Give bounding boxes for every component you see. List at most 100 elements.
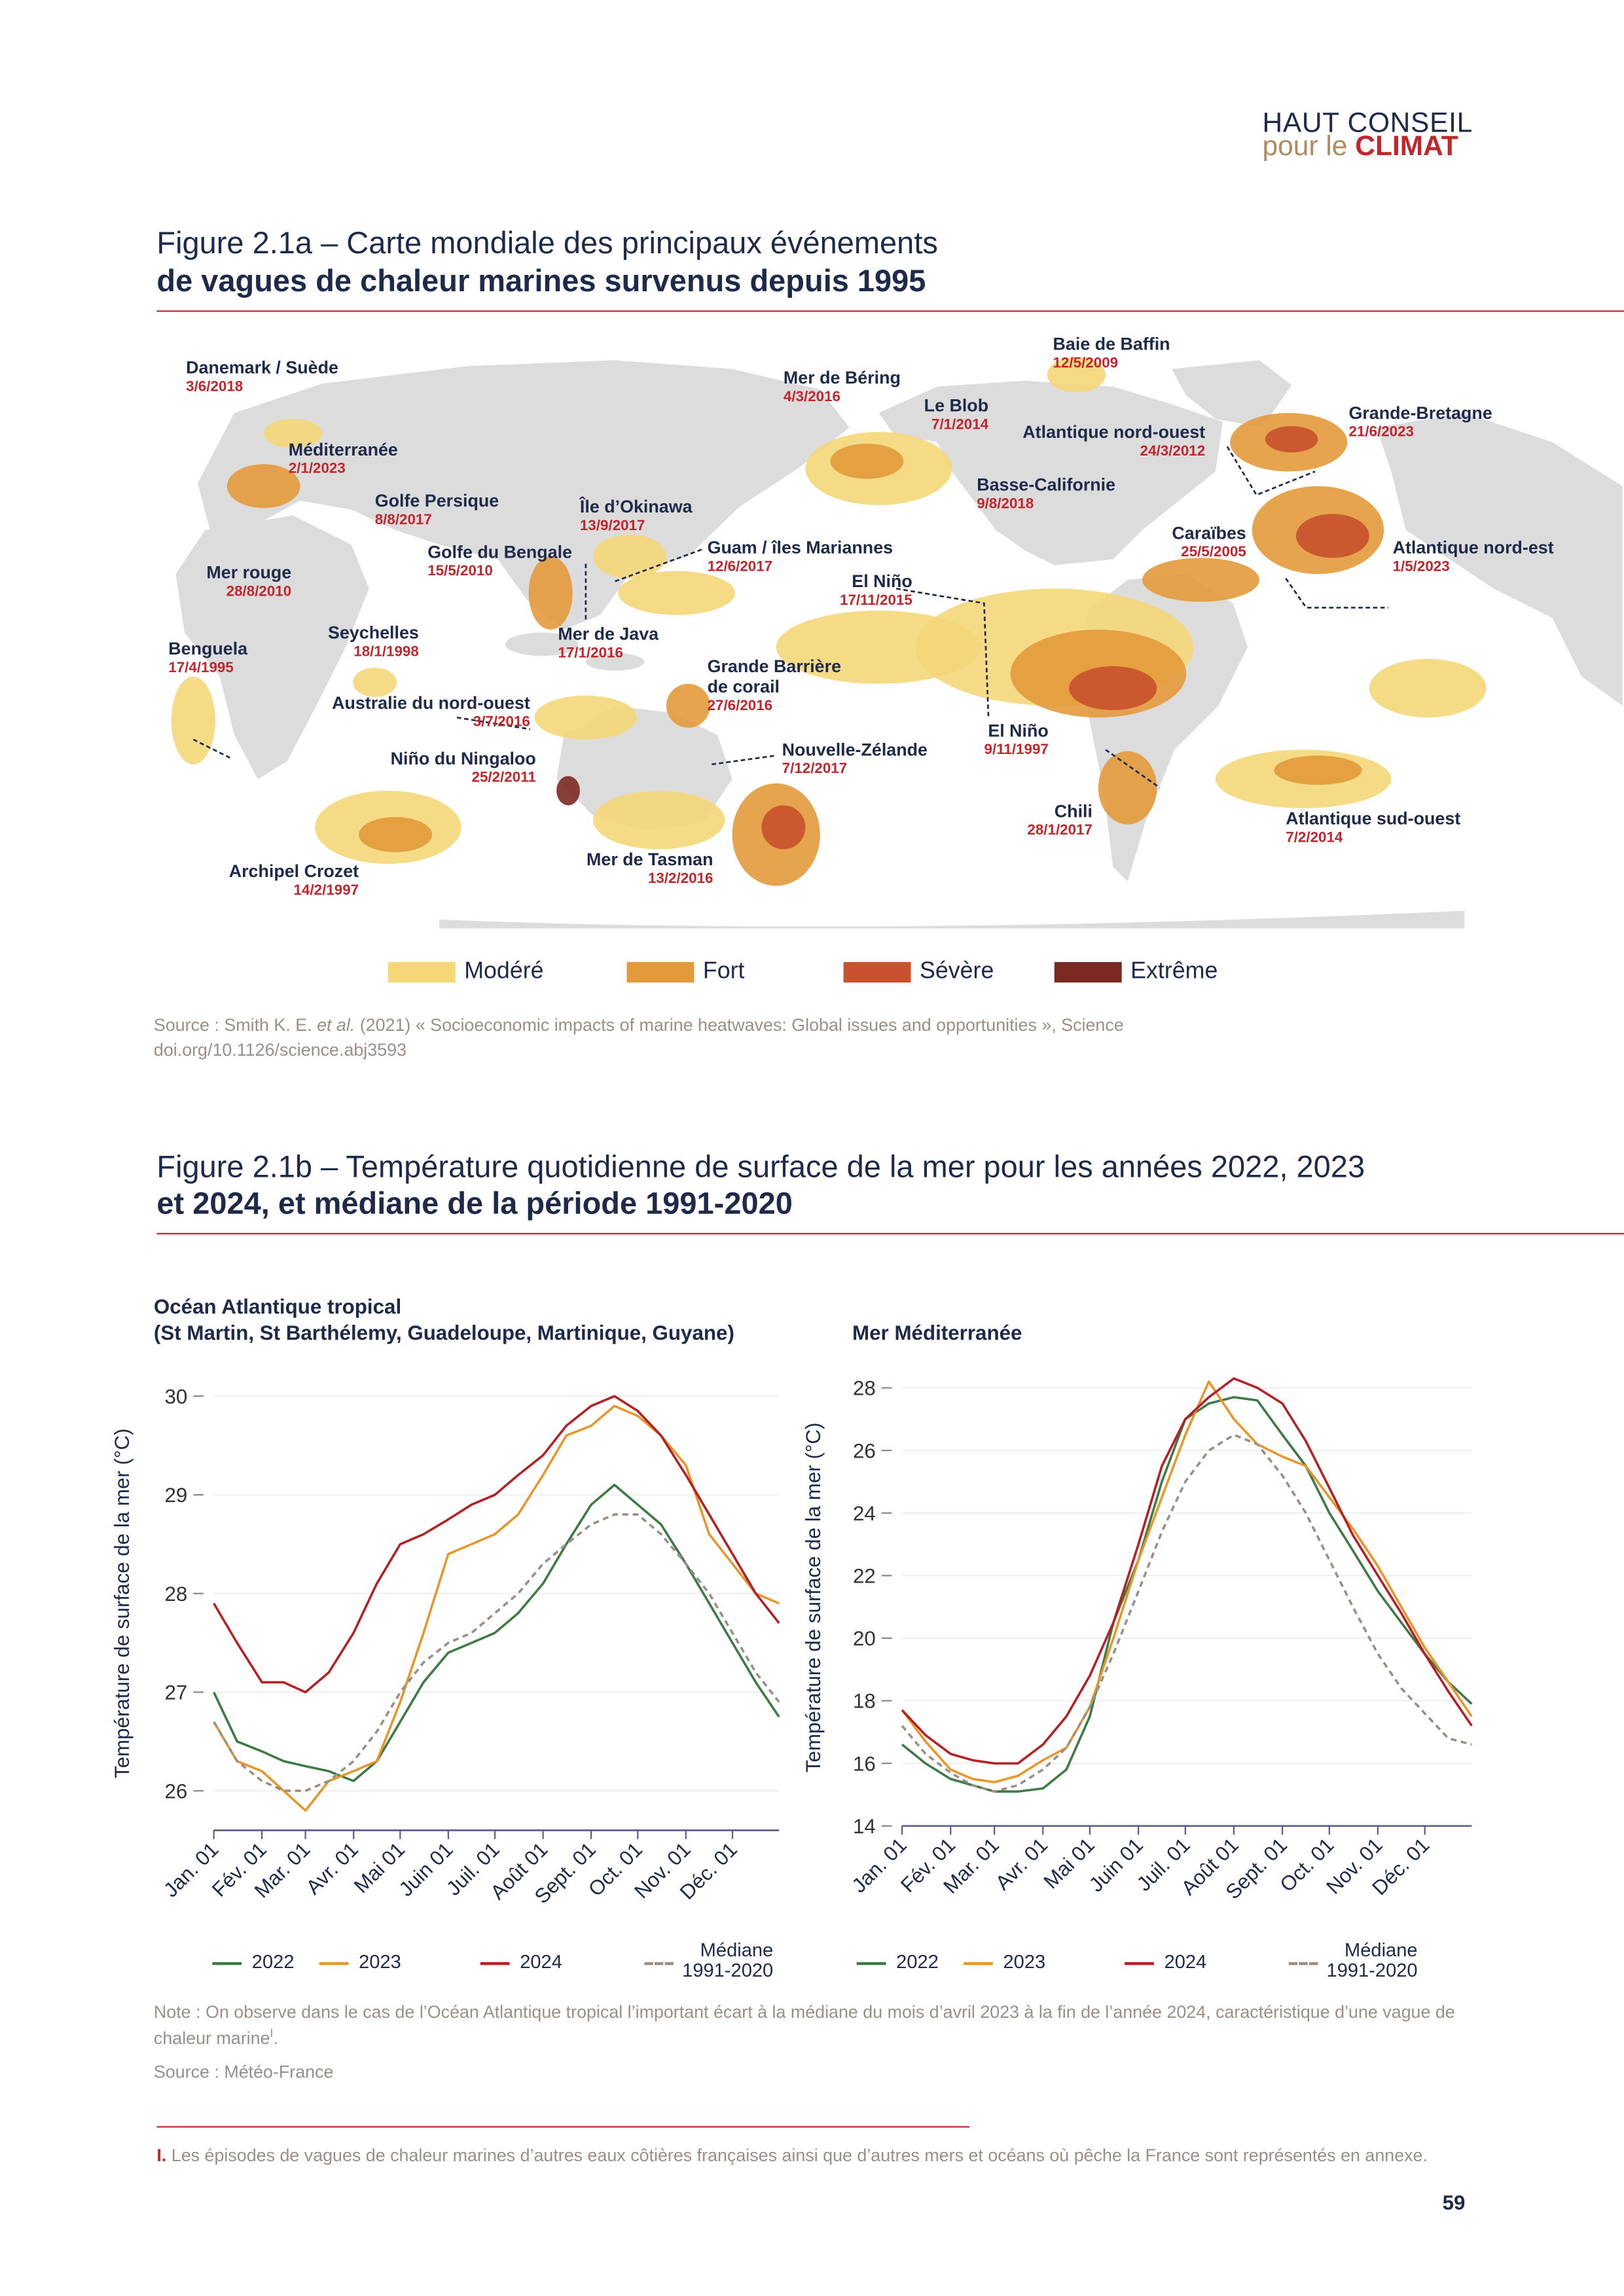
source-text: Source : Smith K. E. [153,1014,317,1035]
event-name: Golfe Persique [374,490,499,511]
event-name: Nouvelle-Zélande [782,739,928,761]
heat-area [1098,751,1157,825]
event-date: 12/5/2009 [1053,355,1119,372]
heat-area [666,683,711,728]
y-tick-label: 29 [165,1484,188,1507]
heat-area [359,817,432,853]
event-name: Le Blob [924,395,989,416]
legend-label: Médiane 1991-2020 [682,1939,774,1982]
event-date: 28/8/2010 [226,584,292,600]
legend-swatch [1054,961,1122,983]
y-tick-label: 28 [853,1377,876,1400]
land [175,360,1623,929]
event-label: Mer de Béring 4/3/2016 [783,368,901,406]
heat-areas [171,357,1487,886]
heat-area [171,676,215,764]
chart-title: Mer Méditerranée [852,1320,1022,1344]
figure-b-source: Source : Météo-France [153,2061,334,2083]
leader-line [456,716,531,730]
heat-area [618,571,736,615]
event-label: Mer de Tasman 13/2/2016 [586,849,713,888]
event-name: Archipel Crozet [228,861,359,882]
event-name: Guam / îles Mariannes [707,537,893,558]
y-tick-label: 30 [165,1385,188,1408]
event-label: Grande Barrière de corail 27/6/2016 [707,656,854,715]
heat-area [1142,558,1259,602]
event-date: 1/5/2023 [1392,559,1450,575]
event-name: Niño du Ningaloo [390,748,536,769]
event-date: 27/6/2016 [707,698,773,714]
y-tick-label: 27 [165,1681,188,1704]
event-label: Golfe Persique 8/8/2017 [374,490,499,529]
event-date: 2/1/2023 [288,461,346,477]
event-name: El Niño [852,571,912,592]
event-date: 4/3/2016 [783,389,841,406]
legend-label: Sévère [919,959,994,984]
title-rule [156,1232,1624,1234]
event-name: Atlantique nord-ouest [1022,422,1206,442]
event-date: 25/5/2005 [1181,544,1246,561]
y-tick-label: 26 [853,1439,876,1462]
event-name: Mer de Tasman [586,849,713,870]
legend-label: Extrême [1130,959,1218,984]
figure-a-title: Figure 2.1a – Carte mondiale des princip… [156,226,938,261]
legend-label: Médiane 1991-2020 [1326,1939,1418,1982]
land-eurasia [198,360,850,630]
event-date: 3/7/2016 [473,714,530,730]
figure-a-source: Source : Smith K. E. et al. (2021) « Soc… [154,1013,1471,1062]
y-axis-label: Température de surface de la mer (°C) [111,1428,134,1778]
event-label: Atlantique nord-est 1/5/2023 [1392,538,1554,576]
heat-area [830,443,904,479]
y-tick-label: 26 [165,1780,188,1803]
event-label: Archipel Crozet 14/2/1997 [228,861,359,900]
series-line [213,1395,780,1694]
x-tick-label: Jan. 01 [159,1838,223,1901]
event-label: Australie du nord-ouest 3/7/2016 [332,693,530,731]
title-rule [156,310,1624,312]
source-text: (2021) « Socioeconomic impacts of marine… [355,1014,1124,1035]
y-tick-label: 18 [853,1690,876,1713]
page-number: 59 [1442,2190,1466,2214]
heat-area [1295,514,1369,558]
land-europe-east [1376,412,1623,706]
chart-title: Océan Atlantique tropical (St Martin, St … [154,1293,734,1346]
header-line1: HAUT CONSEIL [1262,108,1473,139]
heat-area [1069,666,1157,711]
legend-swatch [1288,1962,1318,1965]
event-name: El Niño [988,720,1049,742]
legend-swatch [964,1962,993,1965]
series-line [213,1405,780,1812]
land-islands [585,653,645,671]
heat-area [263,418,323,448]
event-label: Chili 28/1/2017 [1027,801,1092,840]
land-islands [505,632,579,656]
event-label: Atlantique sud-ouest 7/2/2014 [1286,808,1460,847]
event-date: 7/12/2017 [782,761,848,778]
heat-area [534,695,638,740]
heat-area [593,791,725,850]
event-date: 17/1/2016 [558,645,623,662]
y-tick-label: 14 [853,1815,876,1838]
legend-label: 2022 [896,1950,939,1973]
event-date: 17/4/1995 [168,660,234,677]
event-label: Nouvelle-Zélande 7/12/2017 [782,739,928,778]
event-label: Île d’Okinawa 13/9/2017 [579,496,693,535]
series-line [901,1380,1473,1784]
x-tick-label: Avr. 01 [991,1833,1052,1894]
series-line [901,1395,1473,1793]
leader-line [1226,446,1316,496]
legend-label: 2023 [359,1950,401,1973]
event-name: Mer de Java [558,624,659,645]
event-name: Caraïbes [1172,522,1246,544]
event-name: Île d’Okinawa [579,496,693,517]
leader-line [895,588,990,718]
event-label: Atlantique nord-ouest 24/3/2012 [1022,422,1206,461]
chart-title-text: Océan Atlantique tropical [153,1294,402,1318]
event-label: Basse-Californie 9/8/2018 [977,475,1115,513]
event-date: 7/1/2014 [931,417,989,433]
event-name: Seychelles [328,622,419,643]
x-tick-label: Juin 01 [395,1838,458,1901]
event-date: 8/8/2017 [374,512,432,529]
